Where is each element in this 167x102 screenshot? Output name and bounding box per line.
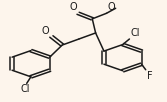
Text: Cl: Cl bbox=[20, 84, 30, 94]
Text: O: O bbox=[41, 26, 49, 36]
Text: F: F bbox=[147, 71, 152, 81]
Text: Cl: Cl bbox=[131, 28, 140, 38]
Text: O: O bbox=[69, 2, 77, 12]
Text: O: O bbox=[108, 2, 115, 12]
